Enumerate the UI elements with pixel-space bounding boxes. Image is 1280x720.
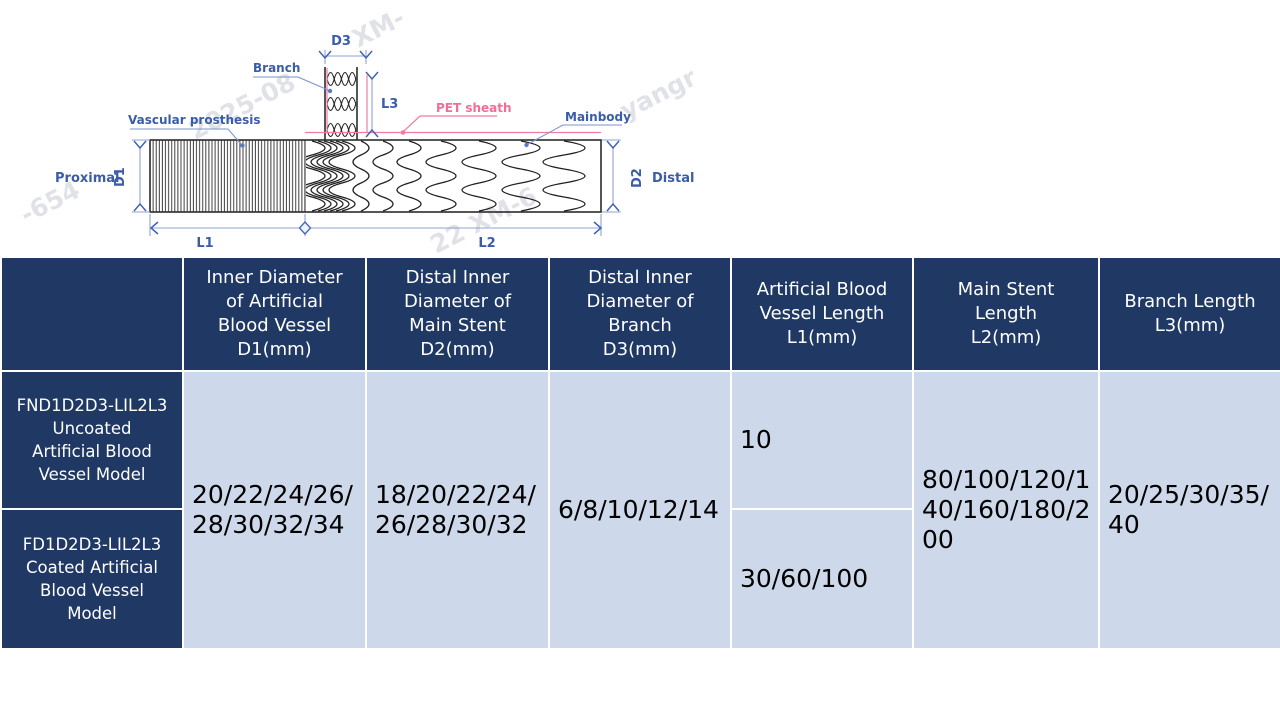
d2-label: D2 bbox=[630, 168, 645, 188]
branch-leader bbox=[253, 76, 333, 94]
l3-label: L3 bbox=[381, 97, 398, 112]
mainbody-leader bbox=[524, 124, 622, 148]
table-row-uncoated: FND1D2D3-LIL2L3 Uncoated Artificial Bloo… bbox=[0, 370, 1280, 650]
branch-label: Branch bbox=[253, 61, 300, 75]
l2-label: L2 bbox=[478, 236, 495, 251]
dimension-l3 bbox=[365, 71, 379, 138]
pet-sheath-lines bbox=[305, 68, 601, 135]
proximal-label: Proximal bbox=[55, 171, 120, 186]
value-cell-l1-uncoated: 10 bbox=[730, 370, 914, 510]
product-diagram: 2025-08 XM- yangr -654 22 XM-6 PET sheat… bbox=[16, 3, 702, 256]
value-cell-l2: 80/100/120/140/160/180/200 bbox=[912, 370, 1100, 650]
vascular-prosthesis-section bbox=[150, 140, 305, 212]
branch-stent bbox=[324, 67, 358, 140]
dimension-l1-l2 bbox=[149, 214, 603, 236]
distal-label: Distal bbox=[652, 171, 694, 186]
mainbody-outline bbox=[149, 139, 602, 213]
pet-sheath-pointer-dot bbox=[400, 130, 406, 135]
branch-stent-rings bbox=[326, 71, 357, 138]
vascular-prosthesis-label: Vascular prosthesis bbox=[128, 113, 261, 127]
mainbody-label: Mainbody bbox=[565, 110, 631, 124]
table-row-coated: FD1D2D3-LIL2L3 Coated Artificial Blood V… bbox=[0, 508, 1280, 650]
header-cell-empty bbox=[0, 256, 184, 372]
dimension-d2 bbox=[602, 139, 621, 213]
table-header-row: Inner Diameter of Artificial Blood Vesse… bbox=[0, 256, 1280, 372]
spec-table: Inner Diameter of Artificial Blood Vesse… bbox=[0, 256, 1280, 650]
model-cell-coated: FD1D2D3-LIL2L3 Coated Artificial Blood V… bbox=[0, 508, 184, 650]
pet-sheath-label: PET sheath bbox=[436, 101, 512, 115]
main-stent-waves bbox=[306, 140, 586, 212]
d3-label: D3 bbox=[331, 34, 351, 49]
value-cell-d2: 18/20/22/24/26/28/30/32 bbox=[365, 370, 550, 650]
watermark-group: 2025-08 XM- yangr -654 22 XM-6 bbox=[16, 3, 702, 256]
value-cell-l1-coated: 30/60/100 bbox=[730, 508, 914, 650]
header-cell-d3: Distal Inner Diameter of Branch D3(mm) bbox=[548, 256, 732, 372]
header-cell-l2: Main Stent Length L2(mm) bbox=[912, 256, 1100, 372]
value-cell-d3: 6/8/10/12/14 bbox=[548, 370, 732, 650]
value-cell-d1: 20/22/24/26/28/30/32/34 bbox=[182, 370, 367, 650]
dimension-d1 bbox=[132, 139, 150, 213]
header-cell-l1: Artificial Blood Vessel Length L1(mm) bbox=[730, 256, 914, 372]
vascular-prosthesis-leader bbox=[130, 128, 245, 148]
d1-label: D1 bbox=[113, 167, 128, 187]
header-cell-l3: Branch Length L3(mm) bbox=[1098, 256, 1280, 372]
dimension-d3 bbox=[318, 50, 373, 64]
l1-label: L1 bbox=[196, 236, 213, 251]
watermark-text: XM- bbox=[348, 3, 410, 54]
value-cell-l3: 20/25/30/35/40 bbox=[1098, 370, 1280, 650]
header-cell-d1: Inner Diameter of Artificial Blood Vesse… bbox=[182, 256, 367, 372]
header-cell-d2: Distal Inner Diameter of Main Stent D2(m… bbox=[365, 256, 550, 372]
model-cell-uncoated: FND1D2D3-LIL2L3 Uncoated Artificial Bloo… bbox=[0, 370, 184, 510]
watermark-text: 2025-08 bbox=[185, 67, 300, 145]
